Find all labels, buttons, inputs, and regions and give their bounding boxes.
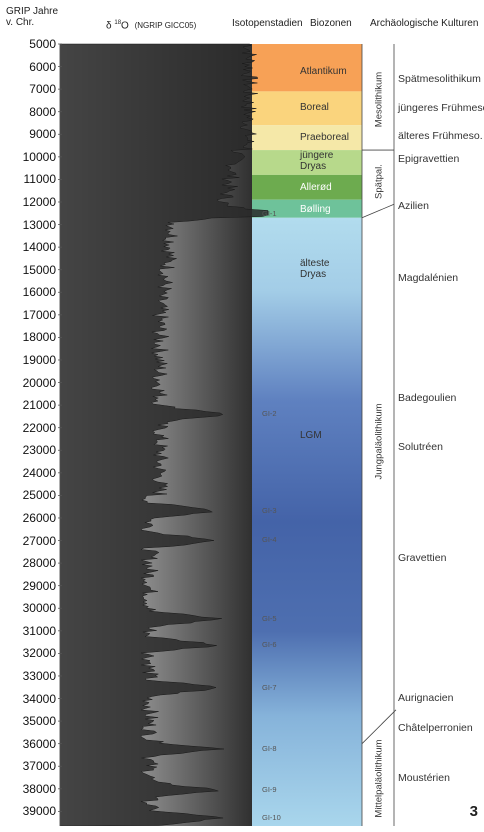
culture-gravettien: Gravettien <box>398 552 447 564</box>
gi-2-label: GI-2 <box>262 409 277 418</box>
isotope-source: (NGRIP GICC05) <box>134 21 197 31</box>
y-tick-label: 30000 <box>22 601 56 616</box>
culture-juengeres-fruehmeso: jüngeres Frühmeso. <box>398 102 484 114</box>
gi-4-label: GI-4 <box>262 535 277 544</box>
isotope-o: O <box>121 20 129 32</box>
time-axis-header-line1: GRIP Jahre <box>6 6 59 17</box>
biozone-juengere-dryas: jüngere Dryas <box>300 150 334 172</box>
gi-5-label: GI-5 <box>262 614 277 623</box>
y-tick-label: 29000 <box>22 578 56 593</box>
y-tick-label: 6000 <box>29 59 56 74</box>
y-tick-label: 17000 <box>22 307 56 322</box>
y-tick-label: 13000 <box>22 217 56 232</box>
gi-9-label: GI-9 <box>262 785 277 794</box>
biozone-lgm: LGM <box>300 430 322 441</box>
culture-solutreen: Solutréen <box>398 441 443 453</box>
period-separator <box>361 709 397 744</box>
y-tick-label: 12000 <box>22 194 56 209</box>
culture-spaetmesolithikum: Spätmesolithikum <box>398 73 481 85</box>
y-tick-label: 5000 <box>29 37 56 51</box>
isotope-stages-header: Isotopenstadien <box>232 18 303 29</box>
page-number: 3 <box>469 803 478 820</box>
period-separators <box>361 44 397 826</box>
culture-mousterien: Moustérien <box>398 772 450 784</box>
gi-7-label: GI-7 <box>262 683 277 692</box>
y-tick-label: 11000 <box>23 172 56 187</box>
y-tick-label: 24000 <box>22 465 56 480</box>
y-tick-label: 7000 <box>29 82 56 97</box>
y-tick-label: 16000 <box>22 285 56 300</box>
y-tick-label: 32000 <box>22 646 56 661</box>
y-tick-label: 35000 <box>22 714 56 729</box>
period-spaetpal: Spätpal. <box>373 164 385 199</box>
y-tick-label: 20000 <box>22 375 56 390</box>
culture-azilien: Azilien <box>398 200 429 212</box>
biozone-boelling: Bølling <box>300 204 331 215</box>
y-tick-label: 34000 <box>22 691 56 706</box>
culture-aurignacien: Aurignacien <box>398 692 454 704</box>
y-tick-label: 10000 <box>22 149 56 164</box>
y-tick-label: 19000 <box>22 352 56 367</box>
cultures-header: Archäologische Kulturen <box>370 18 479 29</box>
period-mittelpalaeolithikum: Mittelpaläolithikum <box>373 739 385 818</box>
time-axis-header: GRIP Jahre v. Chr. <box>6 6 58 28</box>
gi-6-label: GI-6 <box>262 640 277 649</box>
gi-3-label: GI-3 <box>262 506 277 515</box>
period-mesolithikum: Mesolithikum <box>373 71 385 128</box>
biozone-boreal: Boreal <box>300 102 329 113</box>
time-axis-header-line2: v. Chr. <box>6 17 35 28</box>
culture-chatelperronien: Châtelperronien <box>398 722 473 734</box>
y-tick-label: 31000 <box>22 623 56 638</box>
y-tick-label: 8000 <box>29 104 56 119</box>
period-separator <box>361 203 395 219</box>
y-tick-label: 21000 <box>22 398 56 413</box>
isotope-curve <box>59 43 269 826</box>
gi-10-label: GI-10 <box>262 813 281 822</box>
gi-8-label: GI-8 <box>262 744 277 753</box>
culture-magdalenien: Magdalénien <box>398 272 459 284</box>
culture-epigravettien: Epigravettien <box>398 153 460 165</box>
y-tick-label: 22000 <box>22 420 56 435</box>
y-tick-label: 36000 <box>22 736 56 751</box>
y-tick-label: 26000 <box>22 510 56 525</box>
y-tick-label: 9000 <box>29 127 56 142</box>
y-tick-label: 27000 <box>22 533 56 548</box>
y-tick-label: 14000 <box>22 240 56 255</box>
biozone-alleroed: Allerød <box>300 182 332 193</box>
period-jungpalaeolithikum: Jungpaläolithikum <box>373 403 385 480</box>
biozone-atlantikum: Atlantikum <box>300 66 347 77</box>
biozone-praeboreal: Praeboreal <box>300 132 349 143</box>
biozones-header: Biozonen <box>310 18 352 29</box>
y-tick-label: 23000 <box>22 443 56 458</box>
y-tick-label: 18000 <box>22 330 56 345</box>
y-tick-label: 38000 <box>22 781 56 796</box>
culture-badegoulien: Badegoulien <box>398 392 457 404</box>
isotope-header: δ 18O (NGRIP GICC05) <box>106 18 196 31</box>
gi-1-label: GI-1 <box>262 209 277 218</box>
y-tick-label: 25000 <box>22 488 56 503</box>
isotope-superscript: 18 <box>114 20 122 26</box>
isotope-delta: δ <box>106 20 112 32</box>
y-axis-labels: 5000 6000 7000 8000 9000 10000 11000 12000 13000… <box>0 0 58 826</box>
y-tick-label: 15000 <box>22 262 56 277</box>
y-tick-label: 39000 <box>22 804 56 819</box>
y-axis <box>58 43 62 826</box>
y-tick-label: 33000 <box>22 668 56 683</box>
biozone-aelteste-dryas: älteste Dryas <box>300 258 330 280</box>
y-tick-label: 37000 <box>22 759 56 774</box>
culture-aelteres-fruehmeso: älteres Frühmeso. <box>398 130 483 142</box>
y-tick-label: 28000 <box>22 556 56 571</box>
